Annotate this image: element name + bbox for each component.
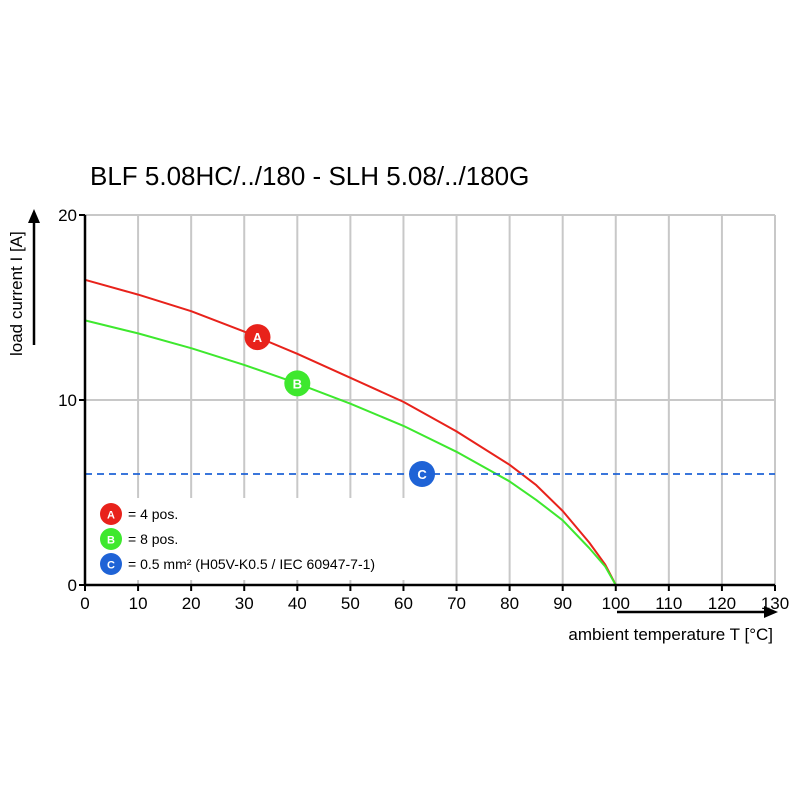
marker-circle [244, 324, 271, 351]
chart-title: BLF 5.08HC/../180 - SLH 5.08/../180G [90, 161, 529, 191]
legend-label: = 4 pos. [128, 506, 178, 522]
x-tick-label: 90 [553, 594, 572, 613]
x-tick-label: 80 [500, 594, 519, 613]
x-tick-label: 40 [288, 594, 307, 613]
marker-b: B [284, 370, 311, 397]
x-tick-label: 110 [655, 594, 682, 613]
legend-badge [100, 553, 122, 575]
y-axis-arrow [28, 209, 40, 345]
marker-c: C [409, 461, 436, 487]
legend-backdrop [92, 498, 422, 580]
legend-label: = 0.5 mm² (H05V-K0.5 / IEC 60947-7-1) [128, 556, 375, 572]
x-tick-label: 0 [80, 594, 89, 613]
series-line-a [84, 278, 617, 586]
marker-circle [284, 370, 311, 397]
x-tick-label: 20 [182, 594, 201, 613]
axes [79, 214, 776, 591]
x-axis-label: ambient temperature T [°C] [568, 625, 773, 644]
legend-badge-letter: B [107, 535, 115, 547]
x-tick-label: 60 [394, 594, 413, 613]
series-line-b [84, 319, 617, 586]
legend: A = 4 pos. B = 8 pos. C = 0.5 mm² (H05V-K0.5 … [100, 503, 375, 575]
x-axis-arrow [617, 606, 778, 618]
legend-label: = 8 pos. [128, 531, 178, 547]
y-tick-label: 0 [68, 576, 77, 595]
x-tick-label: 100 [602, 594, 630, 613]
y-axis-label: load current I [A] [7, 231, 26, 356]
legend-item-a: A = 4 pos. [100, 503, 178, 525]
x-tick-label: 120 [708, 594, 736, 613]
marker-label: A [253, 330, 263, 345]
x-tick-label: 30 [235, 594, 254, 613]
y-tick-label: 20 [58, 206, 77, 225]
marker-label: B [293, 376, 302, 391]
x-tick-label: 10 [129, 594, 148, 613]
legend-item-b: B = 8 pos. [100, 528, 178, 550]
legend-item-c: C = 0.5 mm² (H05V-K0.5 / IEC 60947-7-1) [100, 553, 375, 575]
series-markers: A B C [244, 324, 436, 487]
x-tick-label: 70 [447, 594, 466, 613]
legend-badge [100, 528, 122, 550]
x-tick-label: 50 [341, 594, 360, 613]
legend-badge-letter: C [107, 560, 115, 572]
marker-a: A [244, 324, 271, 351]
marker-circle [409, 461, 436, 487]
series-group [84, 278, 775, 586]
legend-badge-letter: A [107, 510, 115, 522]
y-tick-label: 10 [58, 391, 77, 410]
marker-label: C [417, 467, 427, 482]
grid [85, 214, 776, 585]
legend-badge [100, 503, 122, 525]
